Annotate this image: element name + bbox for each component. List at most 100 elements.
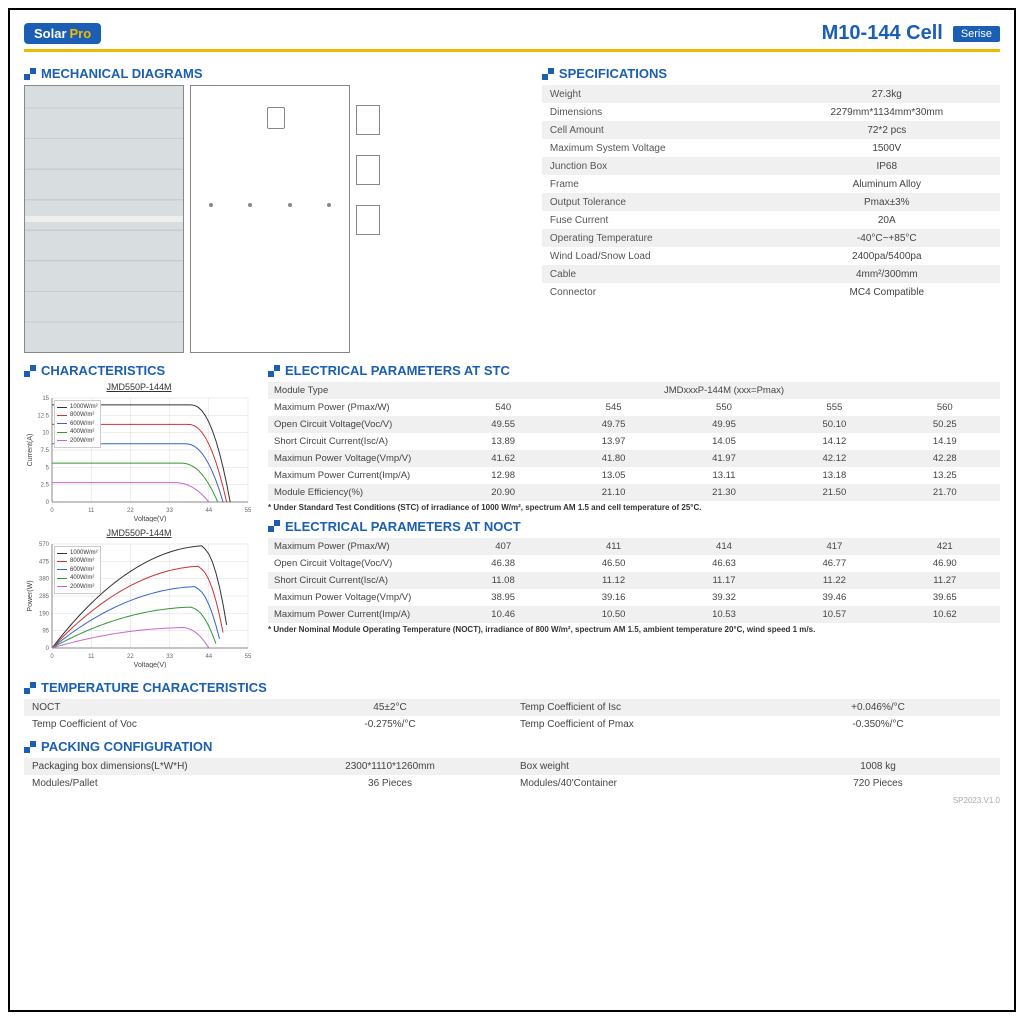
stc-cell: 13.05 [558, 467, 668, 484]
grid-label: Temp Coefficient of Isc [512, 699, 756, 716]
stc-header-value: JMDxxxP-144M (xxx=Pmax) [448, 382, 1000, 399]
stc-cell: 41.80 [558, 450, 668, 467]
svg-text:44: 44 [205, 508, 212, 514]
grid-value: -0.350%/°C [756, 716, 1000, 733]
noct-cell: 10.62 [890, 606, 1000, 623]
section-pack-title: PACKING CONFIGURATION [24, 739, 1000, 754]
svg-text:570: 570 [39, 542, 50, 548]
section-specs-title: SPECIFICATIONS [542, 66, 1000, 81]
mechanical-diagrams: MECHANICAL DIAGRAMS [24, 60, 528, 353]
stc-cell: Maximum Power (Pmax/W) [268, 399, 448, 416]
stc-cell: Maximum Power Current(Imp/A) [268, 467, 448, 484]
stc-cell: 21.10 [558, 484, 668, 501]
stc-cell: 50.10 [779, 416, 889, 433]
svg-text:33: 33 [166, 654, 173, 660]
spec-label: Maximum System Voltage [542, 139, 774, 157]
spec-value: 27.3kg [774, 85, 1000, 103]
svg-text:12.5: 12.5 [37, 413, 49, 419]
spec-label: Operating Temperature [542, 229, 774, 247]
specifications: SPECIFICATIONS Weight27.3kgDimensions227… [542, 60, 1000, 353]
grid-value: 1008 kg [756, 758, 1000, 775]
stc-cell: 42.12 [779, 450, 889, 467]
noct-cell: 411 [558, 538, 668, 555]
datasheet-page: SolarPro M10-144 Cell Serise MECHANICAL … [8, 8, 1016, 1012]
noct-cell: 39.46 [779, 589, 889, 606]
grid-value: 45±2°C [268, 699, 512, 716]
header: SolarPro M10-144 Cell Serise [24, 22, 1000, 52]
spec-label: Weight [542, 85, 774, 103]
noct-table: Maximum Power (Pmax/W)407411414417421Ope… [268, 538, 1000, 623]
section-mech-title: MECHANICAL DIAGRAMS [24, 66, 528, 81]
noct-cell: 11.12 [558, 572, 668, 589]
noct-cell: 414 [669, 538, 779, 555]
stc-cell: 14.05 [669, 433, 779, 450]
noct-cell: 10.53 [669, 606, 779, 623]
svg-text:Voltage(V): Voltage(V) [134, 516, 167, 522]
spec-value: 72*2 pcs [774, 121, 1000, 139]
svg-text:475: 475 [39, 559, 50, 565]
stc-cell: 12.98 [448, 467, 558, 484]
noct-cell: Short Circuit Current(Isc/A) [268, 572, 448, 589]
electrical-column: ELECTRICAL PARAMETERS AT STC Module Type… [268, 357, 1000, 674]
iv-chart: 0112233445502.557.51012.515Voltage(V)Cur… [24, 394, 254, 522]
pv-chart-title: JMD550P-144M [24, 528, 254, 538]
spec-value: 1500V [774, 139, 1000, 157]
stc-cell: 555 [779, 399, 889, 416]
stc-cell: 20.90 [448, 484, 558, 501]
svg-text:55: 55 [245, 654, 252, 660]
title-group: M10-144 Cell Serise [822, 22, 1000, 45]
characteristics-column: CHARACTERISTICS JMD550P-144M 01122334455… [24, 357, 254, 674]
svg-text:Current(A): Current(A) [27, 434, 34, 467]
stc-cell: Module Efficiency(%) [268, 484, 448, 501]
noct-footnote: * Under Nominal Module Operating Tempera… [268, 625, 1000, 635]
stc-cell: 42.28 [890, 450, 1000, 467]
grid-value: +0.046%/°C [756, 699, 1000, 716]
footer-version: SP2023.V1.0 [24, 796, 1000, 805]
section-noct-title: ELECTRICAL PARAMETERS AT NOCT [268, 519, 1000, 534]
grid-value: 720 Pieces [756, 775, 1000, 792]
spec-label: Dimensions [542, 103, 774, 121]
section-stc-title: ELECTRICAL PARAMETERS AT STC [268, 363, 1000, 378]
spec-label: Cell Amount [542, 121, 774, 139]
noct-cell: 39.65 [890, 589, 1000, 606]
noct-cell: 11.17 [669, 572, 779, 589]
stc-header-label: Module Type [268, 382, 448, 399]
svg-text:22: 22 [127, 654, 134, 660]
series-badge: Serise [953, 26, 1000, 42]
stc-cell: 13.11 [669, 467, 779, 484]
noct-cell: 11.27 [890, 572, 1000, 589]
stc-cell: Short Circuit Current(Isc/A) [268, 433, 448, 450]
svg-text:190: 190 [39, 611, 50, 617]
noct-cell: 10.50 [558, 606, 668, 623]
grid-value: 36 Pieces [268, 775, 512, 792]
spec-label: Wind Load/Snow Load [542, 247, 774, 265]
noct-cell: 11.08 [448, 572, 558, 589]
stc-cell: 41.97 [669, 450, 779, 467]
logo-text-a: Solar [34, 26, 67, 41]
svg-text:10: 10 [42, 431, 49, 437]
stc-cell: 50.25 [890, 416, 1000, 433]
noct-cell: 38.95 [448, 589, 558, 606]
diagram-box [24, 85, 528, 353]
pack-table: Packaging box dimensions(L*W*H)2300*1110… [24, 758, 1000, 792]
spec-value: -40°C~+85°C [774, 229, 1000, 247]
spec-label: Cable [542, 265, 774, 283]
noct-cell: Open Circuit Voltage(Voc/V) [268, 555, 448, 572]
spec-label: Connector [542, 283, 774, 301]
grid-value: -0.275%/°C [268, 716, 512, 733]
panel-back-diagram [190, 85, 350, 353]
svg-text:15: 15 [42, 396, 49, 402]
svg-text:11: 11 [88, 508, 95, 514]
logo-text-b: Pro [70, 26, 92, 41]
svg-text:95: 95 [42, 629, 49, 635]
noct-cell: 46.38 [448, 555, 558, 572]
spec-label: Frame [542, 175, 774, 193]
stc-cell: 540 [448, 399, 558, 416]
svg-text:22: 22 [127, 508, 134, 514]
svg-text:Voltage(V): Voltage(V) [134, 662, 167, 668]
grid-label: Modules/40'Container [512, 775, 756, 792]
model-title: M10-144 Cell [822, 22, 943, 45]
noct-cell: 46.77 [779, 555, 889, 572]
noct-cell: Maximun Power Voltage(Vmp/V) [268, 589, 448, 606]
spec-value: 4mm²/300mm [774, 265, 1000, 283]
